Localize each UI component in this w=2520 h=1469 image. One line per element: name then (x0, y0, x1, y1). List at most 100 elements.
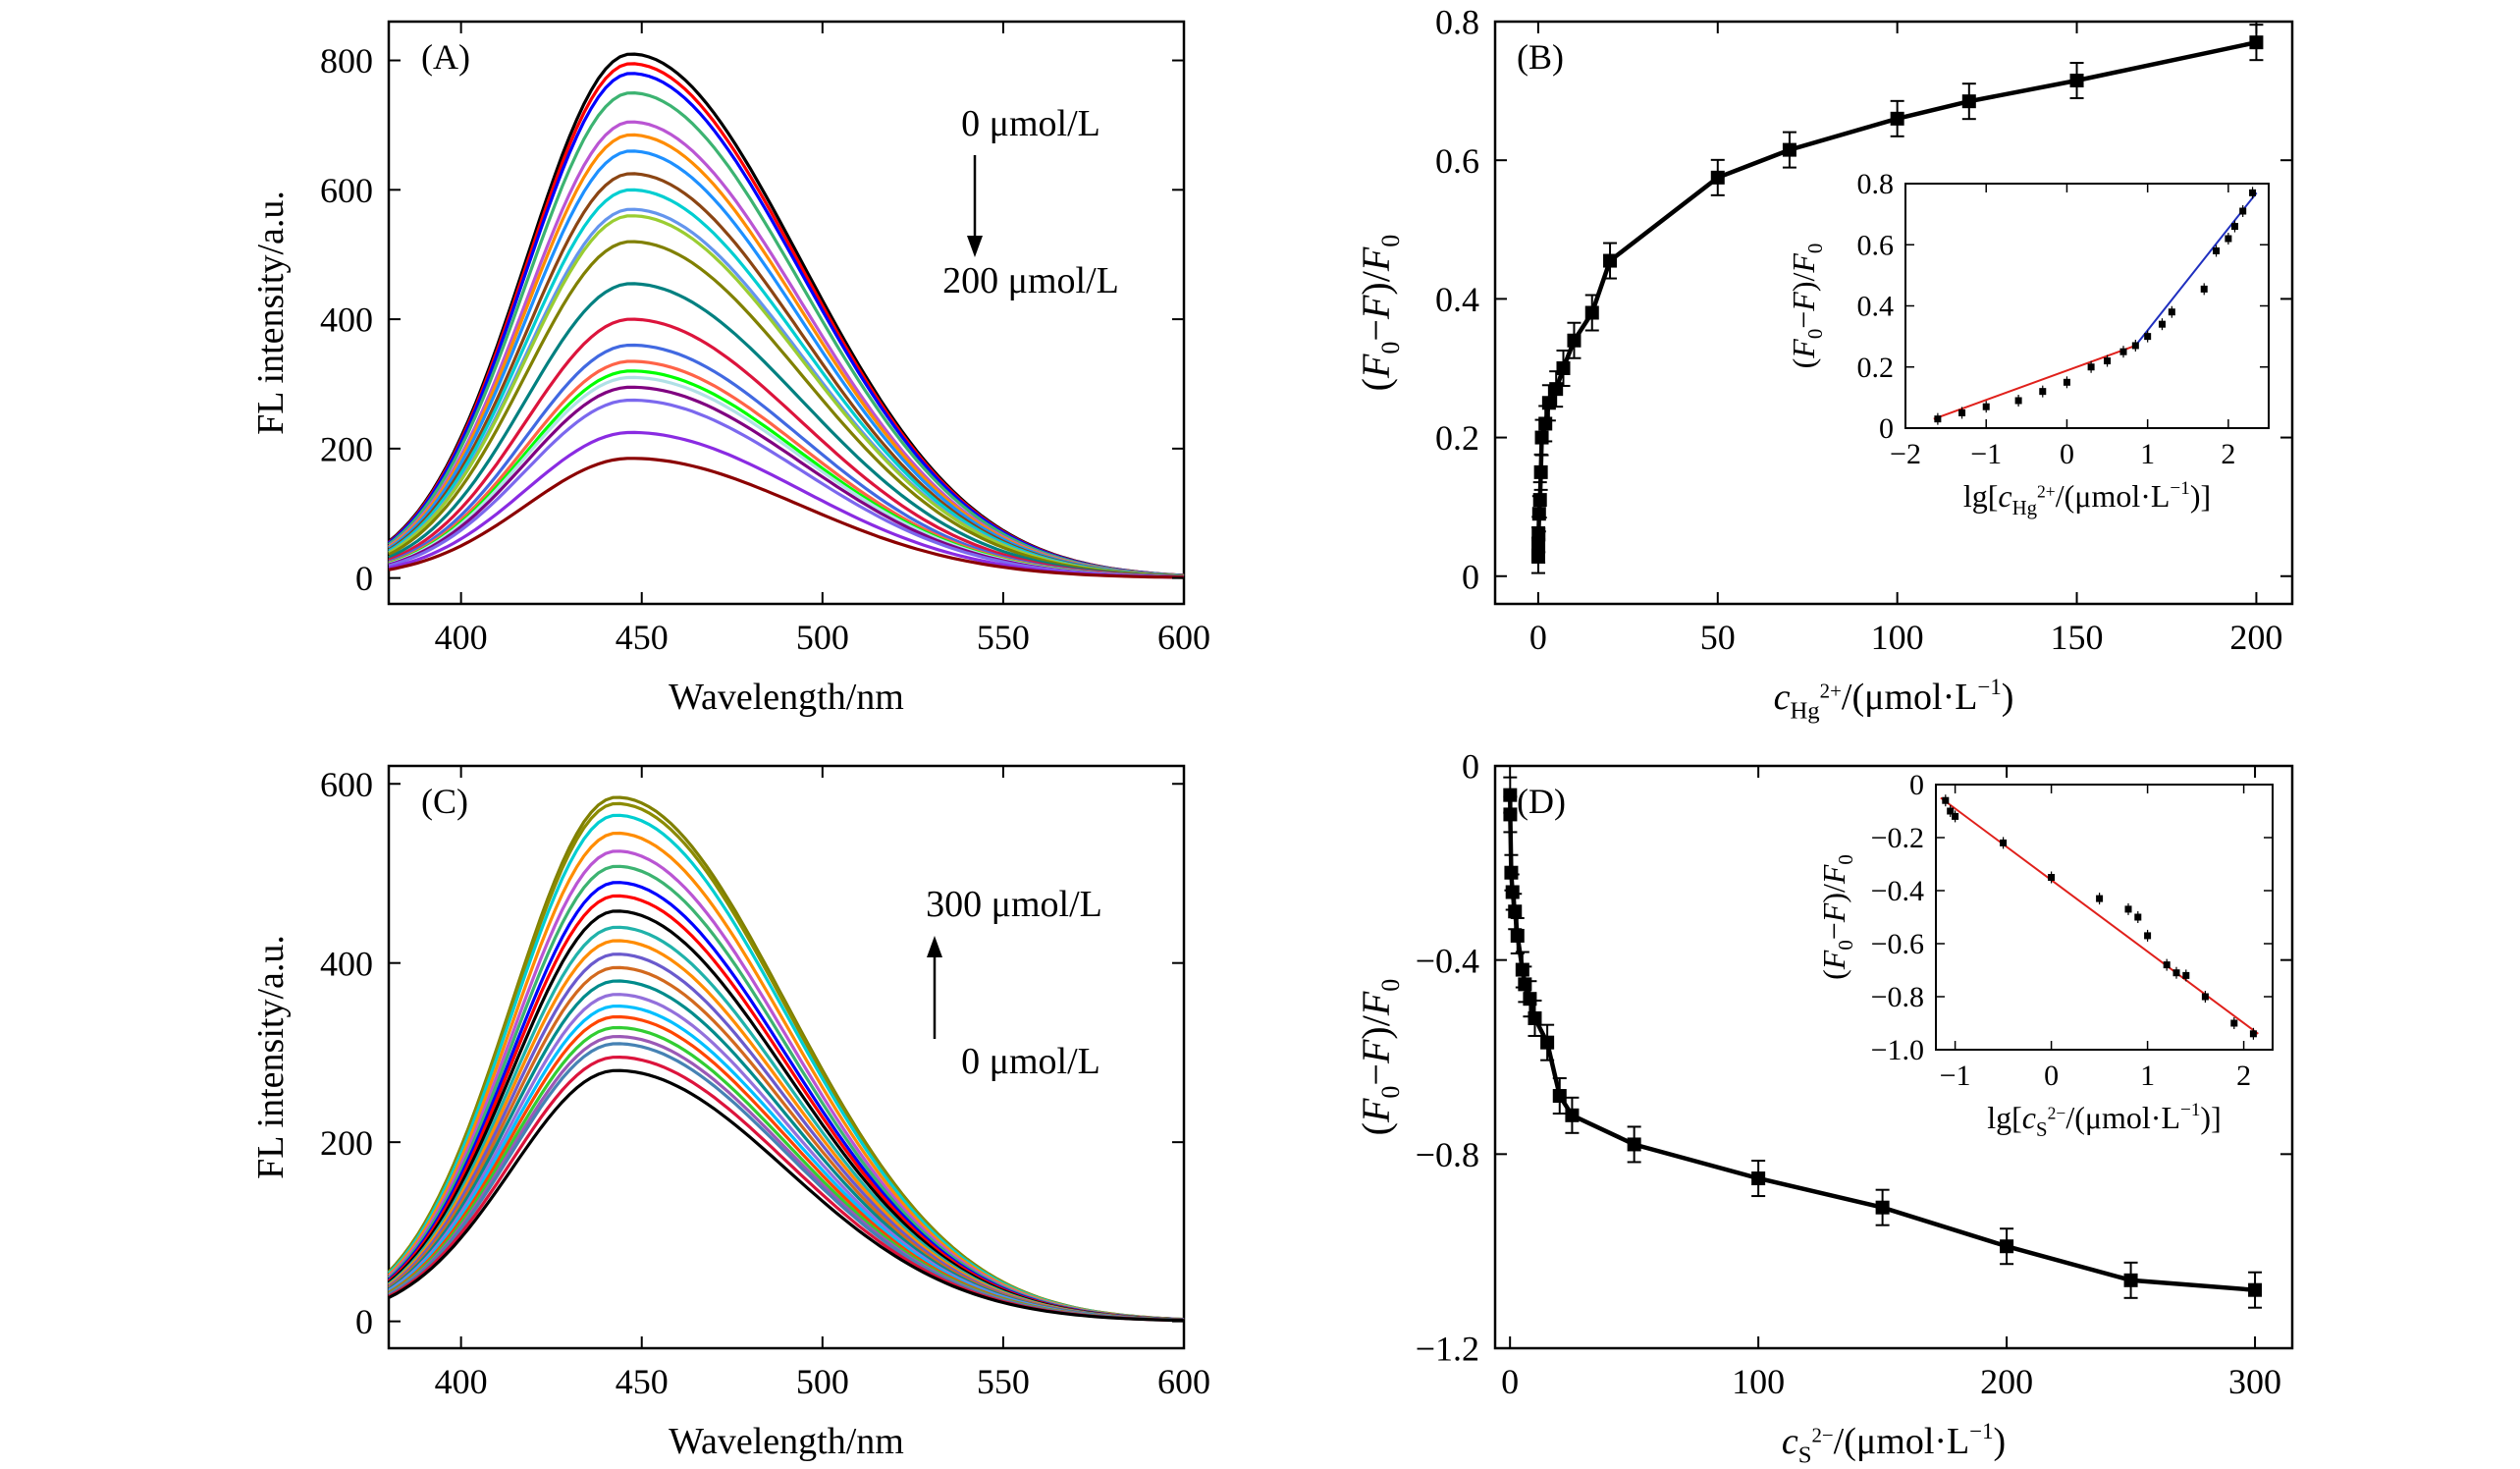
panel-D: 0 100 200 300−1.2−0.8−0.40(D)cS2−/(μmol·L−1… (1354, 747, 2294, 1469)
y-axis-label: FL intensity/a.u. (250, 190, 292, 435)
spectrum-curve (388, 1042, 1185, 1323)
label-part: 2− (1811, 1424, 1833, 1447)
inset-data-point (2048, 874, 2056, 881)
label-part: lg[ (1963, 478, 1999, 514)
inset-data-point (1958, 408, 1966, 416)
inset-data-point (2096, 895, 2104, 902)
annotation-bottom: 0 μmol/L (961, 1041, 1100, 1082)
inset-x-tick-label: 1 (2140, 438, 2155, 470)
x-tick-label: 600 (1157, 1362, 1210, 1401)
inset-data-point (2182, 971, 2190, 979)
y-tick-label: 0 (355, 1302, 373, 1341)
y-tick-label: 800 (320, 41, 373, 81)
label-part: F (1354, 991, 1398, 1016)
inset-y-tick-label: −0.2 (1871, 822, 1924, 854)
x-tick-label: 500 (796, 1362, 849, 1401)
panel-B: 0 50 100 150 20000.20.40.60.8(B)cHg2+/(μmol·… (1354, 3, 2294, 725)
label-part: c (1998, 478, 2011, 514)
data-point (1710, 170, 1725, 185)
x-tick-label: 450 (616, 618, 669, 657)
x-tick-label: 400 (435, 1362, 488, 1401)
inset-data-point (2168, 308, 2175, 316)
inset-data-point (2119, 348, 2127, 355)
inset-data-point (2131, 342, 2139, 350)
data-point (2123, 1273, 2138, 1287)
y-tick-label: −1.2 (1416, 1330, 1479, 1369)
x-tick-label: 300 (2228, 1362, 2281, 1401)
data-point (1503, 788, 1518, 802)
inset-data-point (2104, 357, 2112, 365)
inset-x-tick-label: 0 (2060, 438, 2074, 470)
inset-data-point (2144, 932, 2152, 940)
y-tick-label: −0.8 (1416, 1135, 1479, 1174)
label-part: S (1798, 1442, 1812, 1469)
x-tick-label: 100 (1871, 618, 1924, 657)
panel-A: 400 450 500 550 600 0 200 400 600 800 (A) Wavelengt… (250, 20, 1210, 718)
fit-line-high (2134, 191, 2258, 347)
panel-label: (D) (1517, 782, 1566, 821)
label-part: 2− (2048, 1103, 2066, 1122)
y-tick-label: 0.2 (1435, 418, 1479, 458)
arrow-up-head (927, 936, 942, 957)
spectra-curves (387, 795, 1185, 1323)
y-tick-label: −0.4 (1416, 941, 1479, 980)
label-part: F (1816, 864, 1851, 885)
data-point (1504, 865, 1519, 880)
label-part: 0 (1376, 342, 1405, 354)
label-part: F (1354, 1039, 1398, 1064)
data-point (1533, 464, 1548, 479)
x-tick-label: 600 (1157, 618, 1210, 657)
label-part: −1 (1969, 1419, 1993, 1443)
label-part: 0 (1835, 854, 1857, 864)
x-axis-label: lg[cHg2+/(μmol·L−1)] (1963, 478, 2211, 519)
inset: −2 −1 0 1 200.20.40.60.8lg[cHg2+/(μmol·L−1)]… (1786, 168, 2270, 519)
inset-data-point (2213, 246, 2221, 254)
inset-y-tick-label: 0.6 (1857, 229, 1895, 261)
inset-data-point (1934, 415, 1942, 423)
data-point (1534, 430, 1549, 445)
inset-x-tick-label: 0 (2044, 1060, 2059, 1092)
y-tick-label: 400 (320, 300, 373, 340)
label-part: − (1816, 922, 1851, 940)
plot-frame (387, 764, 1186, 1350)
label-part: −1 (2180, 1100, 2200, 1120)
inset-y-tick-label: −1.0 (1871, 1034, 1924, 1066)
data-point (1961, 94, 1976, 109)
spectrum-curve (388, 457, 1185, 579)
x-tick-label: 100 (1732, 1362, 1785, 1401)
label-part: F (1354, 354, 1398, 379)
data-point (1540, 1035, 1555, 1050)
label-part: )] (2190, 478, 2211, 514)
label-part: /(μmol·L (2056, 478, 2171, 514)
inset-y-tick-label: −0.8 (1871, 981, 1924, 1013)
y-tick-label: 600 (320, 765, 373, 804)
label-part: − (1786, 311, 1821, 329)
data-point (1510, 928, 1525, 943)
y-tick-label: 200 (320, 429, 373, 468)
label-part: F (1786, 339, 1821, 359)
inset-y-tick-label: −0.4 (1871, 875, 1924, 907)
spectra-curves (387, 52, 1185, 579)
inset-data-point (2225, 235, 2232, 243)
data-point (2248, 1282, 2263, 1297)
spectrum-curve (388, 120, 1185, 577)
inset-data-point (1942, 796, 1950, 804)
x-tick-label: 550 (977, 1362, 1030, 1401)
y-tick-label: 600 (320, 171, 373, 210)
annotation-top: 300 μmol/L (926, 884, 1102, 925)
y-tick-label: 0 (1462, 557, 1479, 596)
spectrum-curve (388, 240, 1185, 578)
y-axis-label: (F0−F)/F0 (1816, 854, 1857, 980)
data-point (1508, 904, 1523, 919)
data-point (1523, 992, 1537, 1007)
data-point (1782, 142, 1796, 157)
label-part: /(μmol·L (1842, 677, 1978, 718)
spectrum-curve (388, 369, 1185, 579)
fit-line-low (1933, 345, 2136, 420)
inset-data-point (2124, 905, 2132, 913)
inset-data-point (2087, 363, 2095, 371)
y-tick-label: 200 (320, 1123, 373, 1163)
inset-data-point (2249, 1030, 2257, 1038)
panel-C: 400 450 500 550 600 0 200 400 600 (C) Wavelength/n… (250, 764, 1210, 1462)
inset-data-point (2200, 285, 2208, 293)
